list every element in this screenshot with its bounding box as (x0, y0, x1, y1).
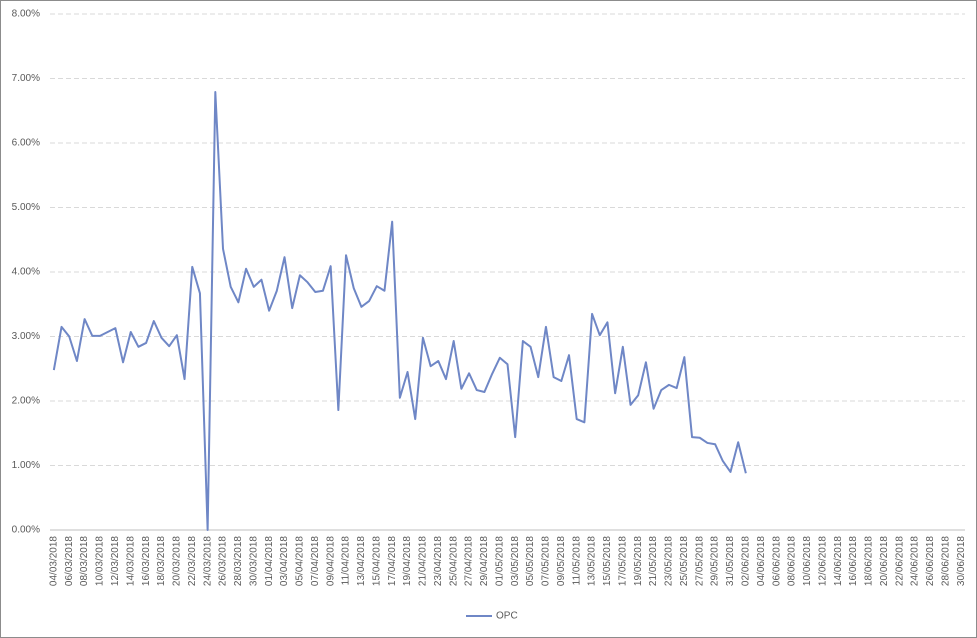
x-tick-label: 22/06/2018 (894, 536, 905, 586)
x-tick-label: 12/03/2018 (110, 536, 121, 586)
y-tick-label: 8.00% (12, 9, 40, 20)
x-tick-label: 22/03/2018 (187, 536, 198, 586)
x-tick-label: 29/05/2018 (710, 536, 721, 586)
x-tick-label: 11/05/2018 (571, 536, 582, 586)
x-tick-label: 15/04/2018 (371, 536, 382, 586)
x-tick-label: 27/04/2018 (464, 536, 475, 586)
x-tick-label: 09/05/2018 (556, 536, 567, 586)
x-tick-label: 07/05/2018 (541, 536, 552, 586)
y-tick-label: 7.00% (12, 73, 40, 84)
y-tick-label: 5.00% (12, 202, 40, 213)
x-tick-label: 26/03/2018 (218, 536, 229, 586)
x-tick-label: 21/05/2018 (648, 536, 659, 586)
x-tick-label: 31/05/2018 (725, 536, 736, 586)
x-tick-label: 20/03/2018 (172, 536, 183, 586)
x-tick-label: 01/04/2018 (264, 536, 275, 586)
x-tick-label: 17/05/2018 (617, 536, 628, 586)
x-tick-label: 13/05/2018 (587, 536, 598, 586)
x-tick-label: 08/03/2018 (79, 536, 90, 586)
x-tick-label: 13/04/2018 (356, 536, 367, 586)
x-tick-label: 28/03/2018 (233, 536, 244, 586)
y-tick-label: 4.00% (12, 267, 40, 278)
x-tick-label: 23/04/2018 (433, 536, 444, 586)
x-tick-label: 29/04/2018 (479, 536, 490, 586)
x-tick-label: 09/04/2018 (325, 536, 336, 586)
x-tick-label: 01/05/2018 (494, 536, 505, 586)
x-tick-label: 05/05/2018 (525, 536, 536, 586)
x-tick-label: 03/05/2018 (510, 536, 521, 586)
series-line (52, 91, 747, 531)
y-tick-label: 2.00% (12, 396, 40, 407)
x-tick-label: 25/04/2018 (448, 536, 459, 586)
x-tick-label: 27/05/2018 (694, 536, 705, 586)
legend-label: OPC (496, 611, 518, 622)
x-tick-label: 23/05/2018 (664, 536, 675, 586)
x-tick-label: 18/06/2018 (864, 536, 875, 586)
x-tick-label: 10/06/2018 (802, 536, 813, 586)
x-tick-label: 19/04/2018 (402, 536, 413, 586)
x-tick-label: 25/05/2018 (679, 536, 690, 586)
x-tick-label: 19/05/2018 (633, 536, 644, 586)
x-tick-label: 26/06/2018 (925, 536, 936, 586)
x-tick-label: 04/03/2018 (48, 536, 59, 586)
x-tick-label: 16/03/2018 (141, 536, 152, 586)
x-tick-label: 14/03/2018 (125, 536, 136, 586)
x-tick-label: 12/06/2018 (817, 536, 828, 586)
x-tick-label: 16/06/2018 (848, 536, 859, 586)
x-tick-label: 30/03/2018 (248, 536, 259, 586)
x-tick-label: 03/04/2018 (279, 536, 290, 586)
x-tick-label: 06/03/2018 (64, 536, 75, 586)
y-tick-label: 1.00% (12, 460, 40, 471)
x-tick-label: 05/04/2018 (295, 536, 306, 586)
y-tick-label: 6.00% (12, 138, 40, 149)
x-tick-label: 06/06/2018 (771, 536, 782, 586)
x-tick-label: 04/06/2018 (756, 536, 767, 586)
y-tick-label: 3.00% (12, 331, 40, 342)
x-tick-label: 14/06/2018 (833, 536, 844, 586)
x-tick-label: 28/06/2018 (940, 536, 951, 586)
x-tick-label: 11/04/2018 (341, 536, 352, 586)
x-tick-label: 15/05/2018 (602, 536, 613, 586)
x-tick-label: 21/04/2018 (418, 536, 429, 586)
x-tick-label: 30/06/2018 (956, 536, 967, 586)
x-tick-label: 24/03/2018 (202, 536, 213, 586)
x-tick-label: 02/06/2018 (741, 536, 752, 586)
x-tick-label: 24/06/2018 (910, 536, 921, 586)
x-tick-label: 07/04/2018 (310, 536, 321, 586)
y-tick-label: 0.00% (12, 525, 40, 536)
x-tick-label: 20/06/2018 (879, 536, 890, 586)
x-tick-label: 17/04/2018 (387, 536, 398, 586)
x-tick-label: 18/03/2018 (156, 536, 167, 586)
x-tick-label: 10/03/2018 (95, 536, 106, 586)
x-tick-label: 08/06/2018 (787, 536, 798, 586)
